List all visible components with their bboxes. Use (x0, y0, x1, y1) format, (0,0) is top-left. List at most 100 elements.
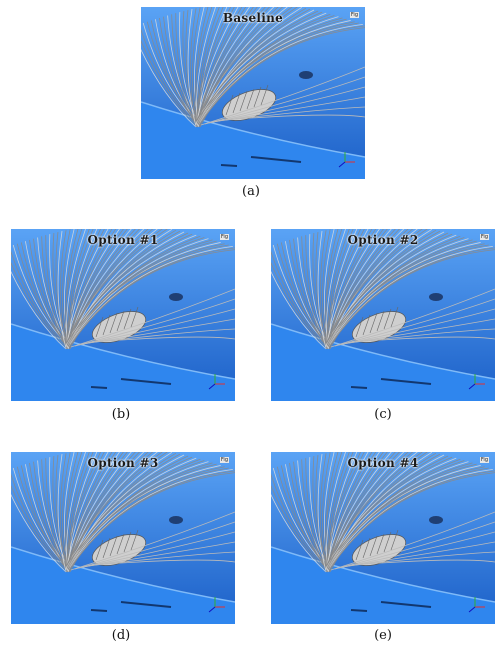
streamline (271, 261, 328, 349)
streamline (64, 229, 83, 344)
probe-marker (169, 516, 183, 524)
streamline (163, 16, 200, 127)
vortex-hatch (369, 535, 378, 557)
streamline (167, 15, 201, 126)
streamline (66, 452, 124, 570)
surface-dash (350, 609, 368, 612)
panel-d-title: Option #3 (87, 456, 159, 470)
vortex-hatch (109, 312, 118, 334)
panel-e-title: Option #4 (347, 456, 419, 470)
outer-streamline (220, 114, 365, 121)
streamline (325, 229, 362, 346)
surface-dash (90, 609, 108, 612)
streamline (326, 452, 365, 568)
streamline (11, 493, 67, 573)
streamline (171, 14, 197, 125)
vortex-hatch (383, 531, 392, 553)
streamline (325, 231, 445, 347)
vortex-hatch (383, 308, 392, 330)
streamline (65, 452, 121, 571)
outer-streamline (204, 76, 365, 125)
outer-streamline (212, 96, 365, 123)
panel-c-caption: (c) (374, 407, 392, 422)
vortex-hatch (123, 308, 132, 330)
outer-streamline (82, 318, 235, 345)
streamline (41, 236, 67, 347)
panel-c-badge: Fig (479, 234, 489, 240)
streamline (293, 238, 330, 349)
vortex-hatch (390, 306, 399, 328)
streamline (29, 462, 69, 573)
streamline (326, 452, 428, 567)
streamline (325, 452, 423, 568)
streamline (57, 454, 67, 572)
streamline (324, 229, 343, 344)
streamline (326, 452, 384, 570)
streamline (271, 270, 327, 350)
surface-dash (250, 156, 302, 163)
surface-dash (380, 601, 432, 608)
streamline (293, 461, 330, 572)
axis-z (208, 606, 216, 613)
outer-streamline (90, 336, 235, 343)
streamline (319, 230, 328, 348)
vortex-hatch (362, 314, 371, 336)
streamline (196, 7, 235, 123)
streamline (271, 473, 329, 571)
panel-d-caption: (d) (111, 628, 131, 643)
panel-d-image: Option #3 Fig (11, 452, 235, 624)
streamline (324, 452, 343, 567)
vortex-hatch (225, 94, 234, 116)
streamline (329, 249, 495, 347)
panel-e-caption: (e) (374, 628, 392, 643)
streamline (65, 452, 102, 569)
outer-streamline (338, 531, 495, 569)
streamline-visualization (11, 229, 235, 401)
streamline (37, 460, 71, 571)
vortex-hatch (253, 86, 262, 108)
streamline (196, 7, 275, 127)
streamline (69, 249, 235, 347)
streamline (301, 236, 327, 347)
streamline (11, 250, 69, 348)
streamline (59, 230, 68, 348)
streamline (66, 229, 145, 349)
streamline (194, 7, 213, 122)
vortex-hatch (116, 533, 125, 555)
streamline (66, 229, 124, 347)
outer-streamline (350, 336, 495, 343)
outer-streamline (342, 541, 495, 568)
streamline (64, 452, 83, 567)
surface-edge (11, 323, 235, 380)
streamline (195, 7, 232, 124)
streamline (65, 229, 121, 348)
streamline (271, 493, 327, 573)
streamline (65, 243, 225, 344)
vortex-hatch (369, 312, 378, 334)
streamline (325, 229, 381, 348)
streamline (11, 473, 69, 571)
streamline (66, 229, 168, 344)
streamline (37, 237, 71, 348)
surface-dash (380, 378, 432, 385)
streamline-visualization (271, 229, 495, 401)
vortex-hatch (232, 92, 241, 114)
streamline (289, 239, 329, 350)
streamline (57, 231, 67, 349)
streamline (29, 239, 69, 350)
streamline (41, 459, 67, 570)
outer-streamline (338, 308, 495, 346)
streamline (33, 461, 70, 572)
panel-b-badge: Fig (219, 234, 229, 240)
panel-c-image: Option #2 Fig (271, 229, 495, 401)
surface-dash (120, 601, 172, 608)
outer-streamline (330, 288, 495, 348)
probe-marker (169, 293, 183, 301)
vortex-hatch (95, 539, 104, 561)
vortex-hatch (355, 539, 364, 561)
vortex-hatch (123, 531, 132, 553)
streamline (329, 472, 495, 570)
surface-edge (141, 101, 365, 158)
vortex-hatch (130, 306, 139, 328)
vortex-hatch (246, 88, 255, 110)
